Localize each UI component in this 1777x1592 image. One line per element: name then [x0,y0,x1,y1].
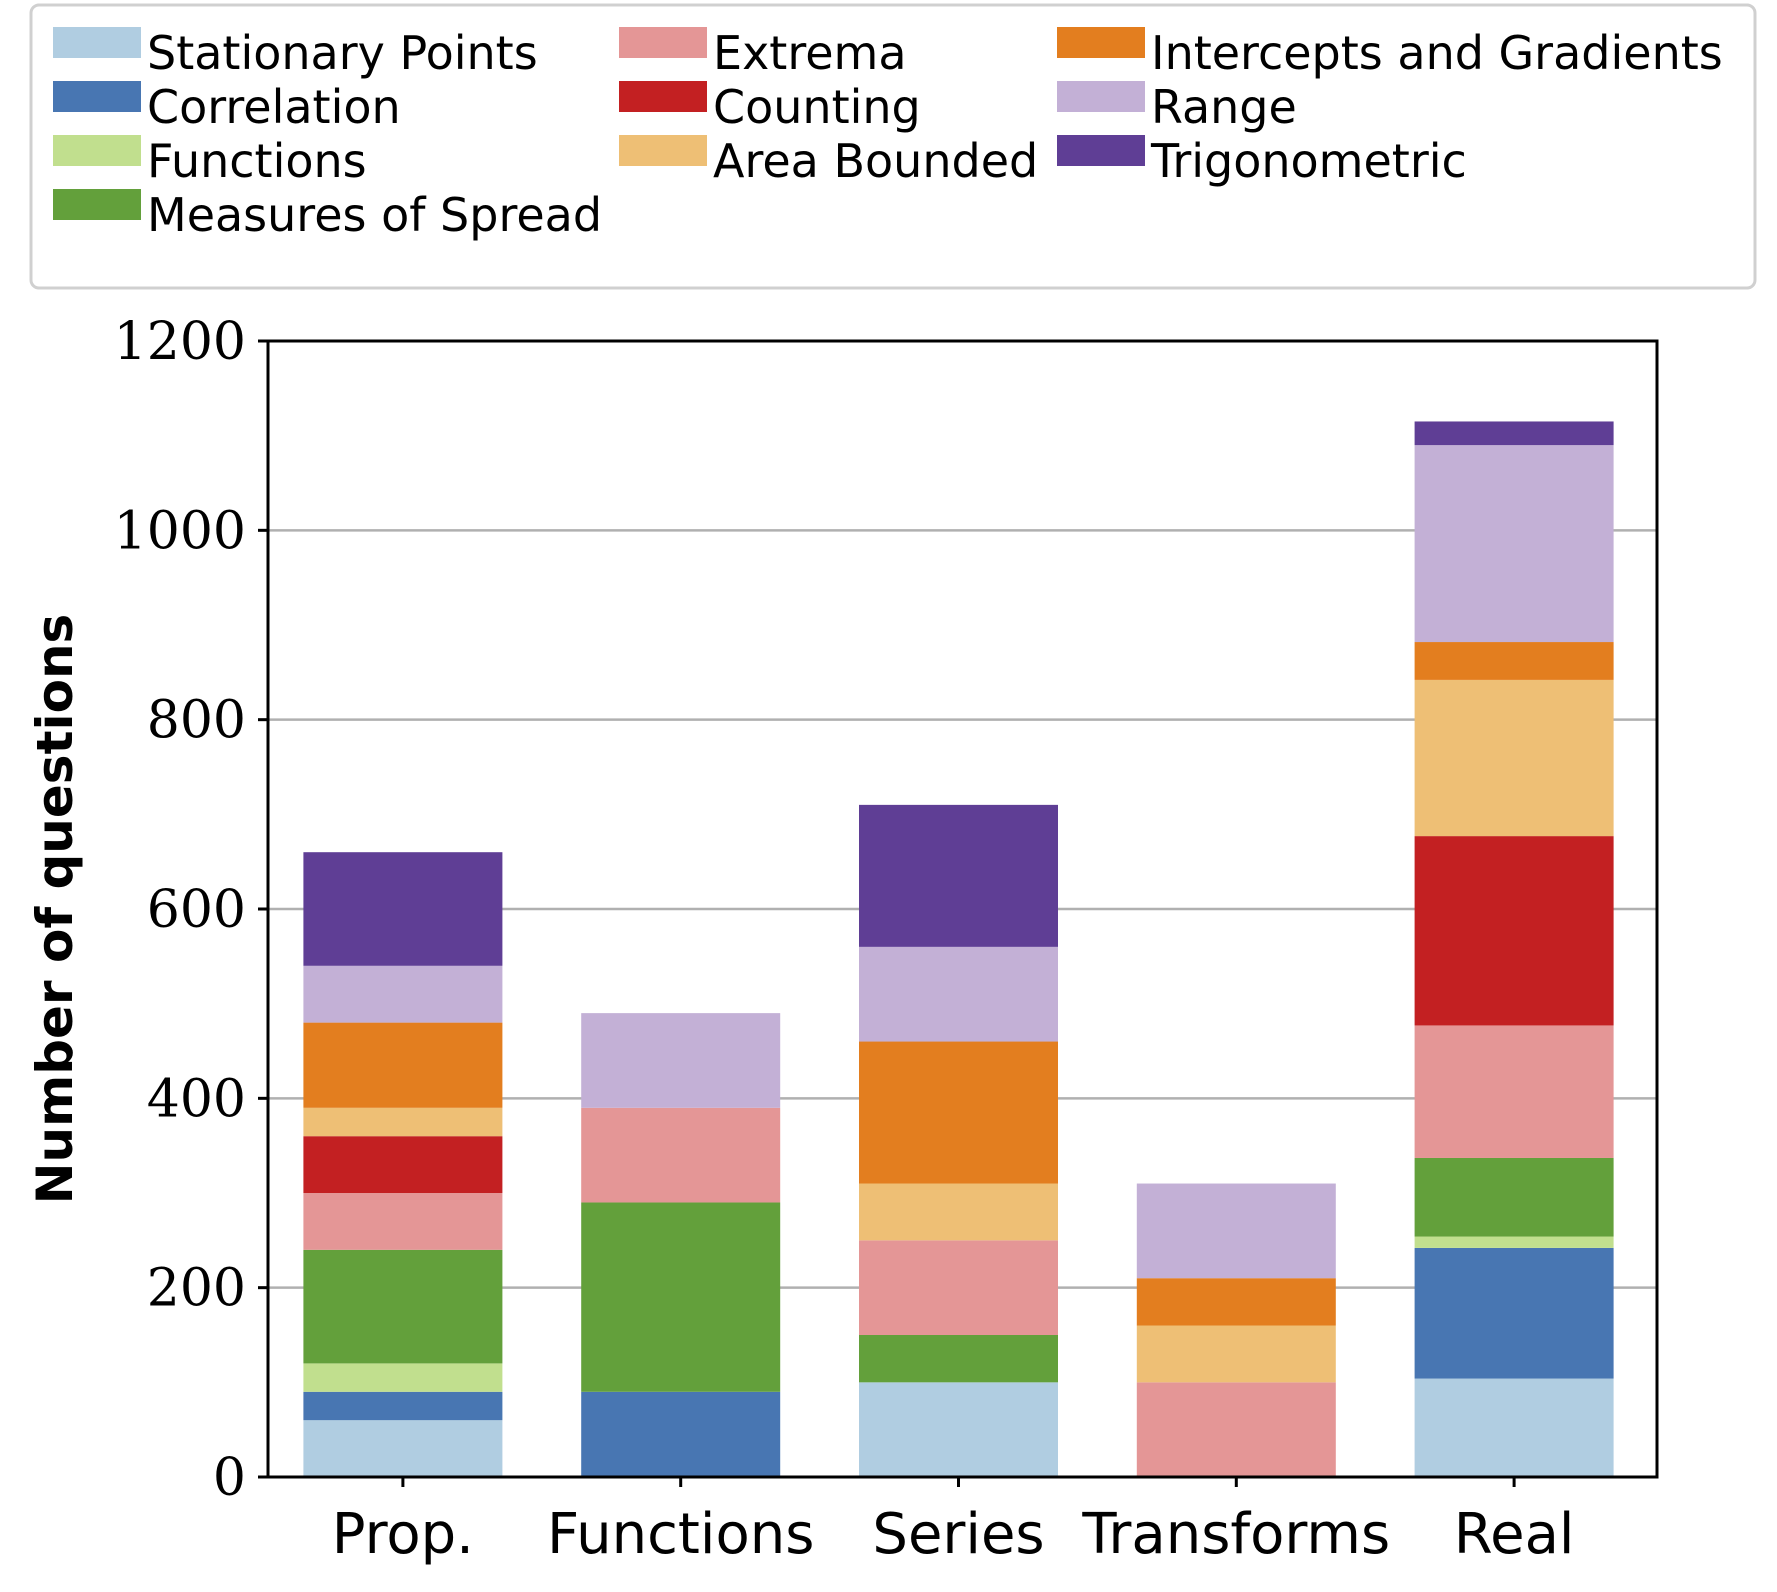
bar-segment-counting [1414,836,1614,1026]
legend-swatch [53,81,141,112]
legend-label: Counting [713,80,921,134]
x-tick-label: Prop. [332,1502,474,1567]
bar-segment-measures-of-spread [303,1249,503,1364]
legend-item: Counting [619,80,921,134]
legend-label: Extrema [713,26,907,80]
legend-item: Functions [53,134,367,188]
bar-segment-correlation [581,1391,781,1477]
bar-segment-correlation [303,1391,503,1421]
legend-item: Stationary Points [53,26,538,80]
bar-segment-trigonometric [303,852,503,966]
bar-segment-stationary-points [1414,1378,1614,1477]
y-tick-label: 1200 [114,312,246,372]
x-tick-label: Real [1454,1502,1575,1567]
legend-swatch [53,27,141,58]
legend-item: Intercepts and Gradients [1057,26,1723,80]
bar-segment-counting [303,1136,503,1193]
bar-segment-area-bounded [859,1183,1058,1241]
legend-swatch [619,135,707,166]
x-tick-label: Series [872,1502,1044,1567]
x-tick-label: Functions [547,1502,814,1567]
legend-swatch [53,189,141,220]
bar-segment-stationary-points [303,1420,503,1477]
bar-segment-area-bounded [303,1107,503,1137]
legend-item: Range [1057,80,1297,134]
bar-segment-correlation [1414,1247,1614,1379]
bar-segment-extrema [1414,1025,1614,1158]
y-tick-label: 600 [147,880,246,940]
bar-segment-measures-of-spread [859,1335,1058,1383]
bar-segment-area-bounded [1414,679,1614,837]
y-axis-label: Number of questions [26,614,84,1205]
bar-segment-trigonometric [859,804,1058,947]
bar-segment-functions [303,1363,503,1392]
legend-label: Stationary Points [147,26,538,80]
y-tick-label: 200 [147,1259,246,1319]
legend-label: Intercepts and Gradients [1151,26,1723,80]
y-tick-label: 800 [147,691,246,751]
y-tick-label: 0 [213,1448,246,1508]
bar-segment-range [1414,445,1614,643]
bar-segment-intercepts-and-gradients [1136,1278,1336,1326]
bar-segment-range [1136,1183,1336,1279]
y-tick-label: 1000 [114,501,246,561]
legend: Stationary PointsCorrelationFunctionsMea… [53,26,1723,242]
bar-segment-range [303,965,503,1023]
x-tick-label: Transforms [1081,1502,1390,1567]
bar-segment-trigonometric [1414,421,1614,446]
bar-segment-stationary-points [859,1382,1058,1477]
bar-segment-range [859,946,1058,1042]
legend-item: Measures of Spread [53,188,602,242]
legend-swatch [619,27,707,58]
legend-swatch [1057,81,1145,112]
legend-swatch [53,135,141,166]
legend-box [29,3,1757,290]
legend-item: Correlation [53,80,401,134]
bar-segment-extrema [581,1107,781,1203]
legend-item: Extrema [619,26,907,80]
bar-segment-area-bounded [1136,1325,1336,1383]
bar-segment-extrema [1136,1382,1336,1477]
bar-segment-intercepts-and-gradients [1414,642,1614,680]
legend-label: Range [1151,80,1297,134]
legend-swatch [619,81,707,112]
bars [303,421,1614,1477]
bar-segment-intercepts-and-gradients [859,1041,1058,1184]
legend-label: Functions [147,134,367,188]
bar-segment-range [581,1013,781,1108]
bar-segment-extrema [303,1193,503,1250]
legend-item: Area Bounded [619,134,1038,188]
legend-item: Trigonometric [1057,134,1467,188]
bar-segment-intercepts-and-gradients [303,1022,503,1108]
legend-label: Measures of Spread [147,188,602,242]
legend-label: Trigonometric [1150,134,1467,188]
legend-label: Area Bounded [713,134,1038,188]
bar-segment-functions [1414,1236,1614,1248]
bar-segment-extrema [859,1240,1058,1335]
legend-swatch [1057,135,1145,166]
legend-swatch [1057,27,1145,58]
bar-segment-measures-of-spread [581,1202,781,1392]
legend-label: Correlation [147,80,401,134]
y-tick-label: 400 [147,1069,246,1129]
bar-segment-measures-of-spread [1414,1157,1614,1237]
ticks: 0 200 400 600 800 1000 1200 Prop. Functions Serie… [114,312,1575,1567]
